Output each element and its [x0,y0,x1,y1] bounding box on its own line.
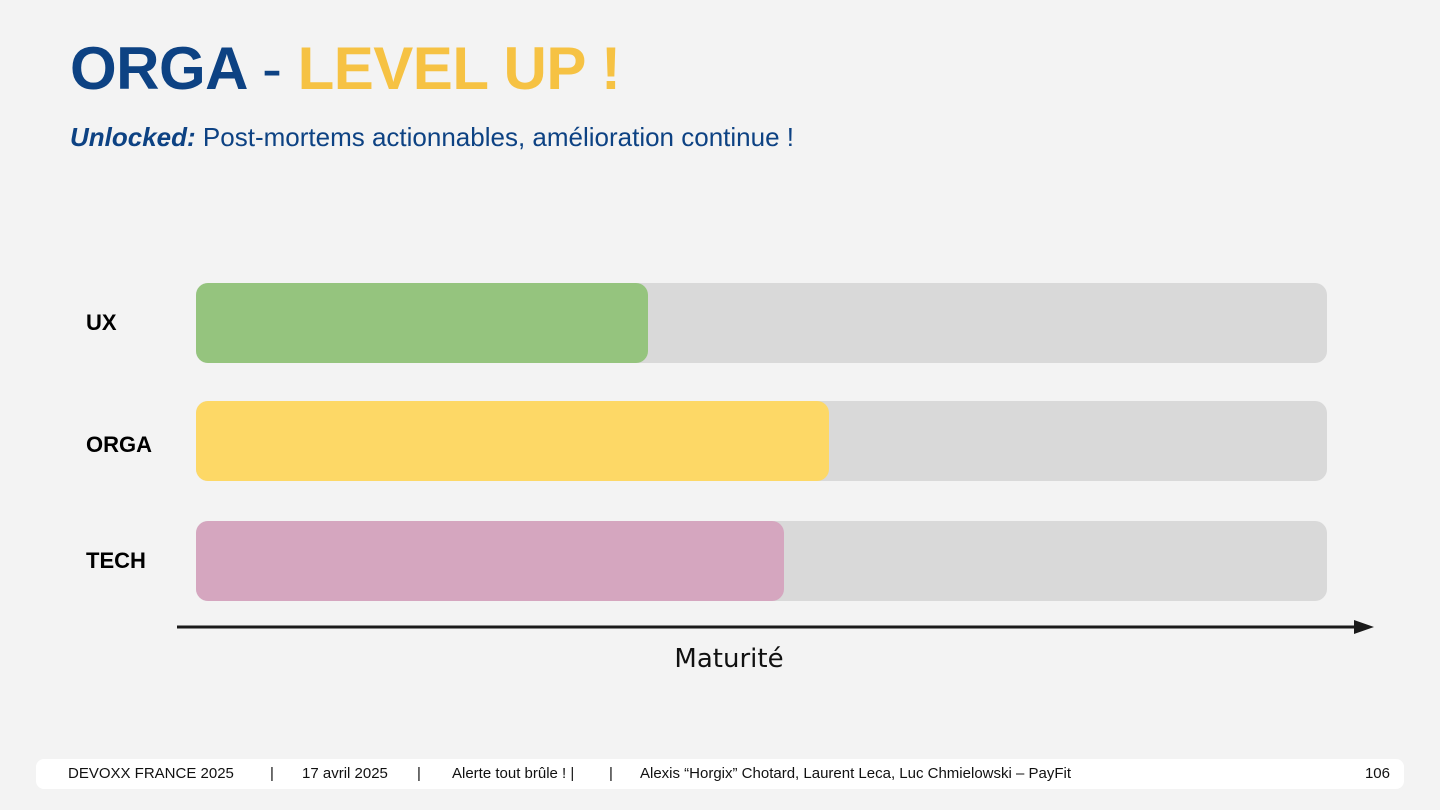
slide-footer: DEVOXX FRANCE 2025 | 17 avril 2025 | Ale… [36,759,1404,789]
bar-ux [196,283,649,363]
footer-separator: | [417,765,421,782]
footer-talk-title: Alerte tout brûle ! | [452,765,575,782]
track-tech [196,521,1327,601]
maturity-axis-arrow [177,620,1374,634]
footer-event: DEVOXX FRANCE 2025 [68,765,234,782]
footer-authors: Alexis “Horgix” Chotard, Laurent Leca, L… [640,765,1072,782]
row-label-orga: ORGA [86,432,152,457]
track-ux [196,283,1327,363]
axis-label-maturite: Maturité [674,644,784,674]
row-label-tech: TECH [86,548,146,573]
subtitle-text: Post-mortems actionnables, amélioration … [202,122,794,152]
row-label-ux: UX [86,310,117,335]
title-part-level-up: LEVEL UP ! [297,35,621,102]
footer-separator: | [270,765,274,782]
footer-separator: | [609,765,613,782]
footer-date: 17 avril 2025 [302,765,388,782]
subtitle-lead: Unlocked: [70,122,196,152]
track-orga [196,401,1327,481]
page-number: 106 [1364,765,1390,782]
title-part-orga: ORGA [70,35,246,102]
bar-orga [196,401,830,481]
slide-subtitle: Unlocked: Post-mortems actionnables, amé… [70,120,794,154]
bar-tech [196,521,785,601]
slide-title: ORGA - LEVEL UP ! [70,34,621,104]
title-separator: - [261,35,282,102]
